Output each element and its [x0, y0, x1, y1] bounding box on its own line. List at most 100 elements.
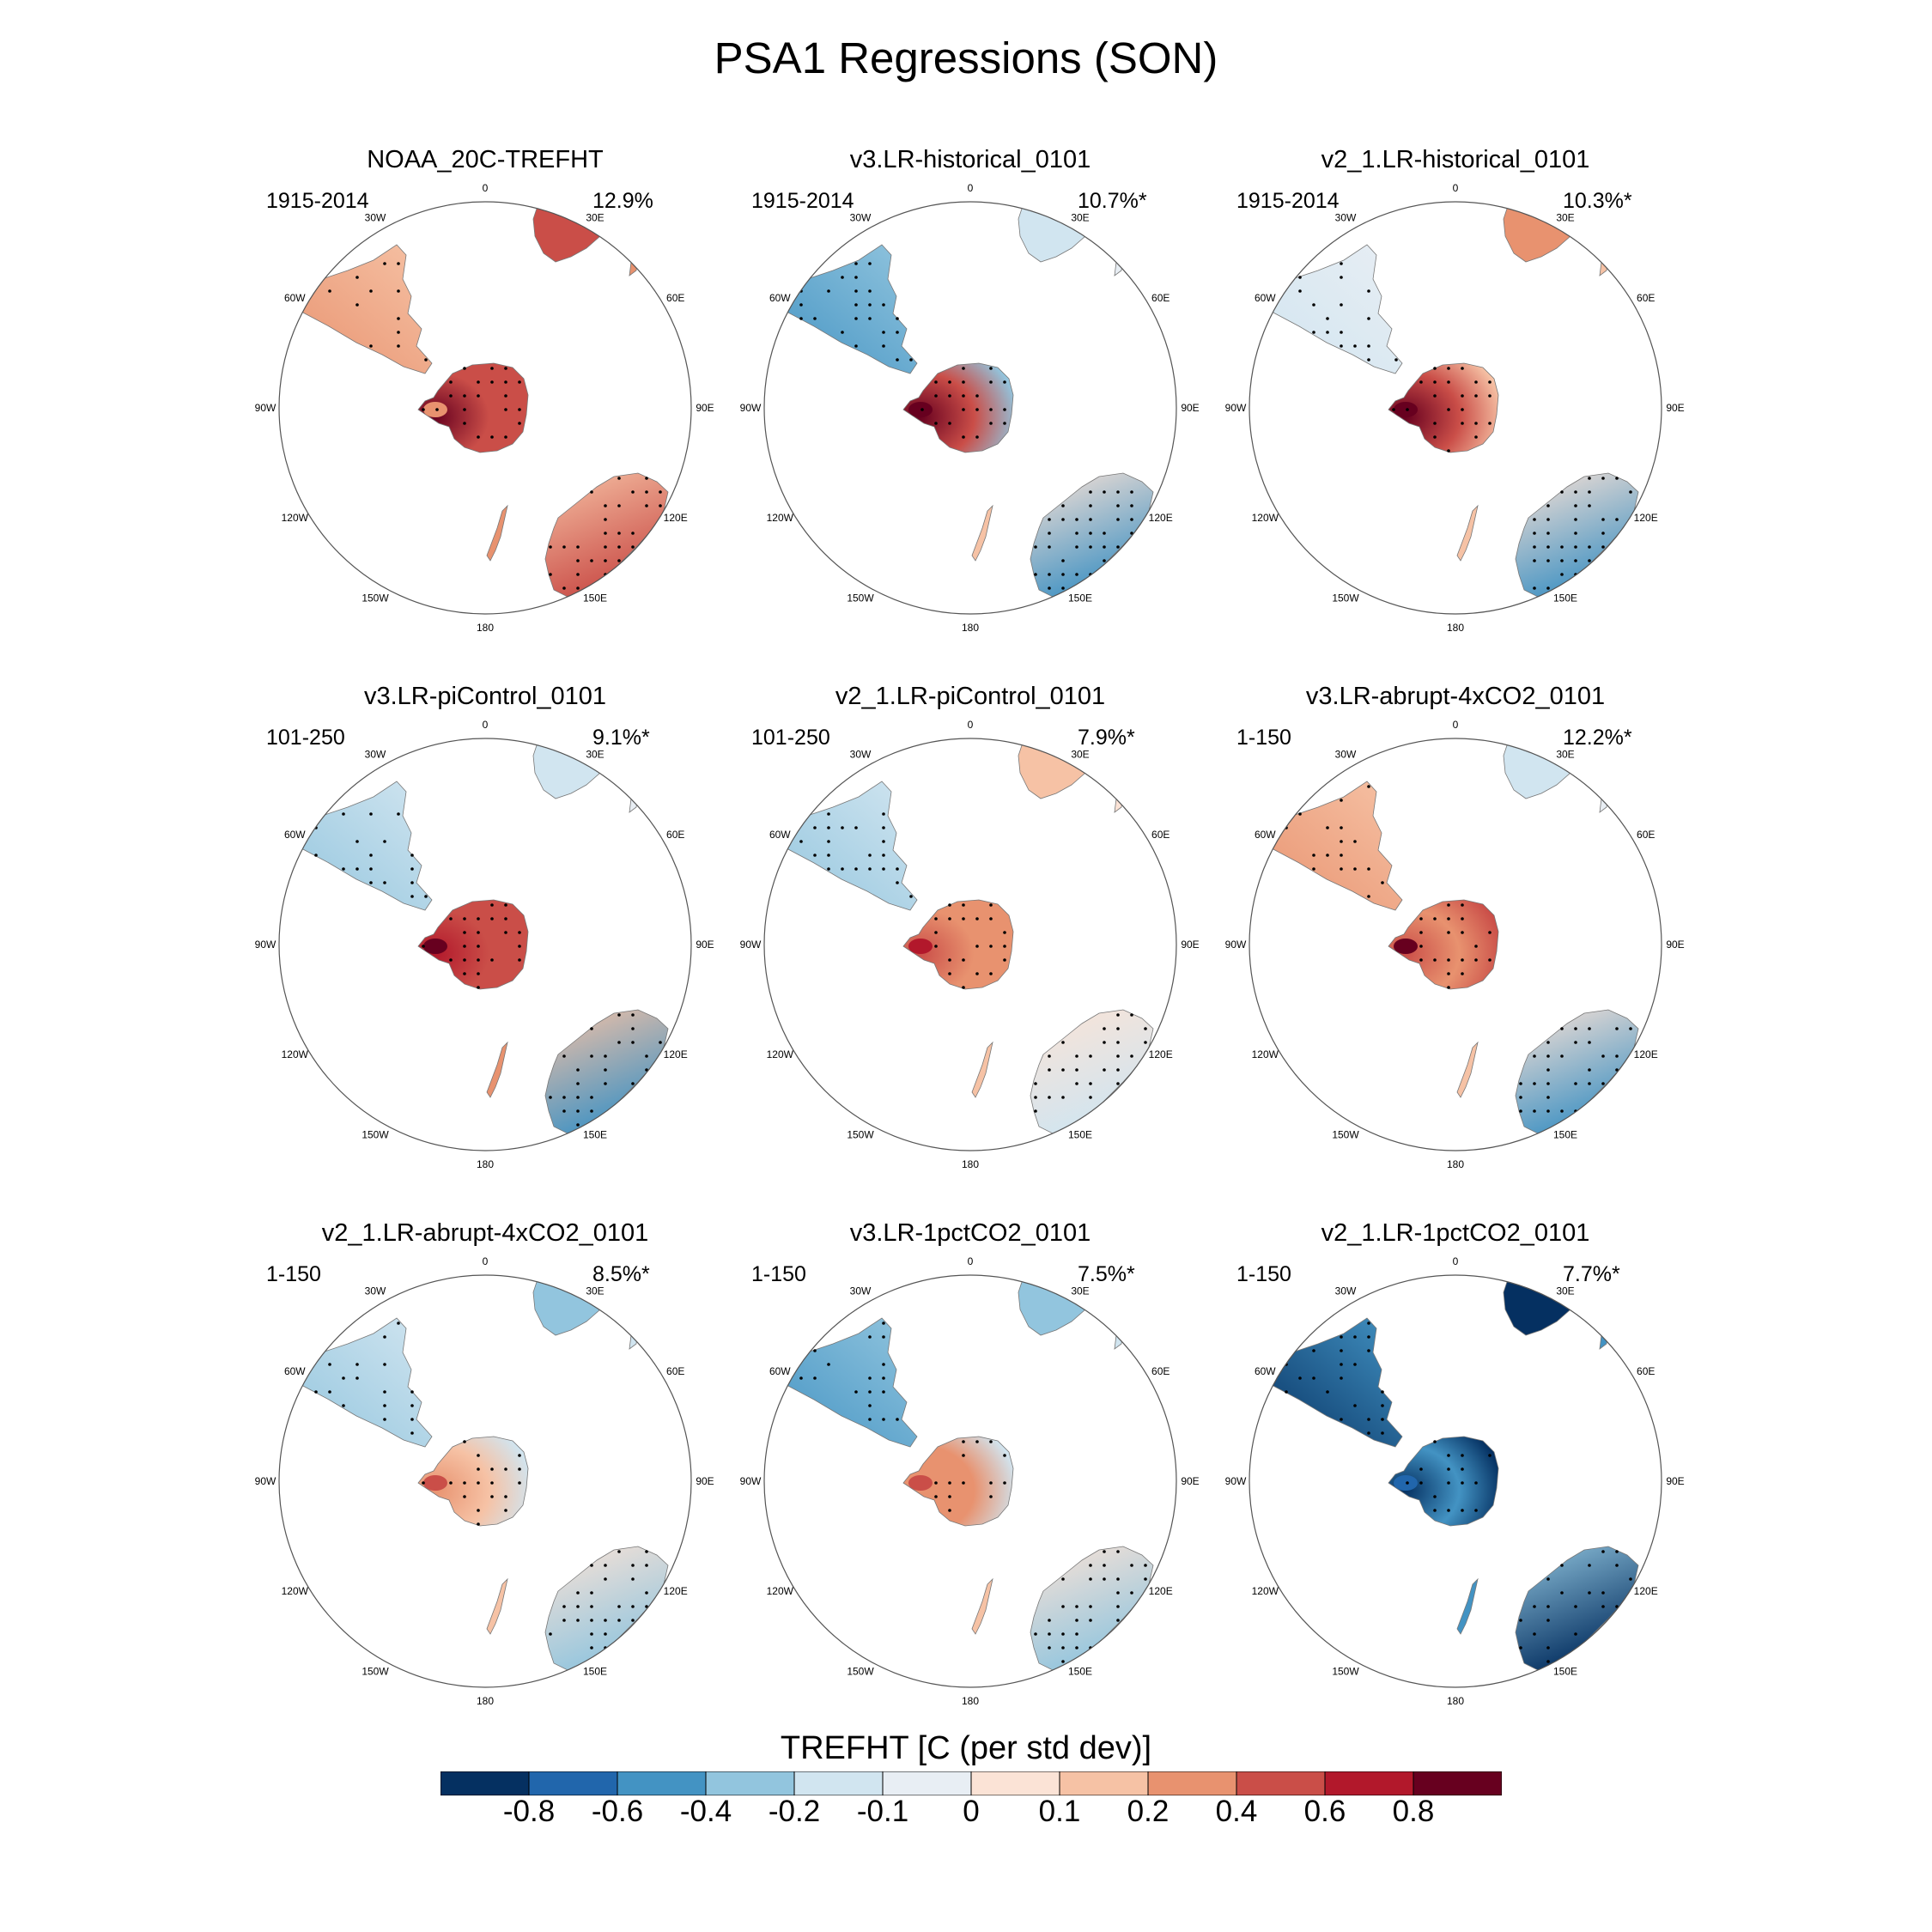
longitude-label: 120E [664, 1585, 688, 1597]
longitude-label: 150W [847, 592, 874, 605]
new-zealand-land [1456, 504, 1479, 562]
map-boundary [278, 201, 692, 615]
longitude-label: 120E [1149, 512, 1173, 524]
significance-stipple [301, 812, 662, 1127]
new-zealand-land [486, 504, 508, 562]
map-boundary [1249, 1274, 1662, 1688]
longitude-label: 150E [1553, 592, 1577, 605]
longitude-label: 120W [282, 512, 309, 524]
polar-map: 0 30E 60E 90E 120E 150E 180 150W 120W 90W 60W 30W [1225, 719, 1685, 1170]
longitude-label: 120W [767, 1585, 794, 1597]
longitude-label: 60E [1151, 829, 1170, 841]
significance-stipple [799, 1321, 1147, 1663]
longitude-label: 60W [284, 829, 306, 841]
longitude-label: 60W [769, 829, 791, 841]
new-zealand-land [1456, 1041, 1479, 1098]
polar-map: 0 30E 60E 90E 120E 150E 180 150W 120W 90W 60W 30W [255, 719, 714, 1170]
australia-land [544, 1546, 669, 1671]
peninsula-anomaly [908, 402, 933, 417]
polar-map: 0 30E 60E 90E 120E 150E 180 150W 120W 90W 60W 30W [1225, 1255, 1685, 1707]
longitude-label: 60E [1637, 1365, 1655, 1377]
longitude-label: 150E [1553, 1666, 1577, 1678]
longitude-label: 60E [666, 1365, 684, 1377]
colorbar-tick-label: -0.2 [768, 1795, 821, 1828]
longitude-label: 30E [1556, 748, 1574, 760]
longitude-label: 30W [850, 211, 872, 223]
figure-title: PSA1 Regressions (SON) [714, 33, 1218, 82]
longitude-label: 30E [1071, 211, 1089, 223]
map-panel: 0 30E 60E 90E 120E 150E 180 150W 120W 90W 60W 30W v2… [1202, 1219, 1709, 1735]
significance-stipple [1271, 1321, 1632, 1663]
longitude-label: 0 [483, 719, 489, 731]
longitude-label: 120E [1634, 512, 1658, 524]
panel-title: v3.LR-piControl_0101 [363, 683, 607, 710]
longitude-label: 120W [282, 1048, 309, 1060]
longitude-label: 150E [1553, 1129, 1577, 1141]
new-zealand-land [486, 1577, 508, 1635]
period-label: 1915-2014 [266, 189, 369, 213]
longitude-label: 30E [586, 748, 604, 760]
variance-explained: 8.5%* [592, 1262, 650, 1286]
colorbar-tick-label: 0.4 [1215, 1795, 1258, 1828]
longitude-label: 180 [1447, 622, 1464, 634]
australia-land [1030, 1546, 1154, 1671]
variance-explained: 7.7%* [1563, 1262, 1620, 1286]
longitude-label: 120E [1634, 1048, 1658, 1060]
australia-land [1515, 1546, 1639, 1671]
colorbar-box [528, 1771, 618, 1795]
longitude-label: 60E [666, 829, 684, 841]
australia-land [544, 1009, 669, 1134]
longitude-label: 0 [1453, 1255, 1459, 1267]
colorbar-tick-label: 0.1 [1038, 1795, 1081, 1828]
longitude-label: 30E [1556, 211, 1574, 223]
longitude-label: 90E [696, 1475, 714, 1487]
variance-explained: 7.5%* [1078, 1262, 1135, 1286]
period-label: 101-250 [751, 726, 830, 750]
australia-land [1030, 1009, 1154, 1134]
colorbar-box [1413, 1771, 1502, 1795]
variance-explained: 12.9% [592, 189, 653, 213]
colorbar-tick-label: 0.8 [1392, 1795, 1435, 1828]
antarctica-land [902, 899, 1014, 990]
longitude-label: 120W [282, 1585, 309, 1597]
longitude-label: 60E [666, 292, 684, 304]
longitude-label: 150W [1332, 592, 1359, 605]
longitude-label: 120E [1149, 1585, 1173, 1597]
longitude-label: 30E [1071, 1285, 1089, 1297]
variance-explained: 7.9%* [1078, 726, 1135, 750]
map-boundary [763, 1274, 1177, 1688]
longitude-label: 150E [1068, 1129, 1092, 1141]
longitude-label: 0 [968, 719, 974, 731]
period-label: 1915-2014 [1236, 189, 1340, 213]
longitude-label: 180 [477, 1158, 494, 1170]
colorbar-box [882, 1771, 972, 1795]
longitude-label: 90W [255, 939, 276, 951]
colorbar-tick-label: -0.4 [679, 1795, 732, 1828]
panel-title: v2_1.LR-abrupt-4xCO2_0101 [321, 1219, 649, 1247]
longitude-label: 90W [740, 402, 762, 414]
longitude-label: 150E [1068, 1666, 1092, 1678]
colorbar-box [1236, 1771, 1326, 1795]
longitude-label: 30W [365, 1285, 386, 1297]
map-boundary [763, 201, 1177, 615]
longitude-label: 0 [1453, 719, 1459, 731]
colorbar-tick-label: -0.8 [502, 1795, 556, 1828]
longitude-label: 180 [477, 1695, 494, 1707]
longitude-label: 120E [1634, 1585, 1658, 1597]
longitude-label: 30E [1071, 748, 1089, 760]
colorbar-box [1324, 1771, 1414, 1795]
longitude-label: 90E [1181, 939, 1199, 951]
longitude-label: 90W [255, 402, 276, 414]
longitude-label: 180 [962, 622, 979, 634]
longitude-label: 90W [1225, 402, 1247, 414]
panel-title: v2_1.LR-historical_0101 [1321, 146, 1590, 173]
significance-stipple [301, 1321, 648, 1649]
longitude-label: 150E [583, 1129, 607, 1141]
longitude-label: 120W [1252, 1048, 1279, 1060]
longitude-label: 60W [1255, 1365, 1276, 1377]
longitude-label: 90W [1225, 939, 1247, 951]
significance-stipple [786, 262, 1133, 590]
colorbar-box [440, 1771, 530, 1795]
map-panel: 0 30E 60E 90E 120E 150E 180 150W 120W 90W 60W 30W v3… [717, 146, 1224, 661]
colorbar-box [1147, 1771, 1237, 1795]
